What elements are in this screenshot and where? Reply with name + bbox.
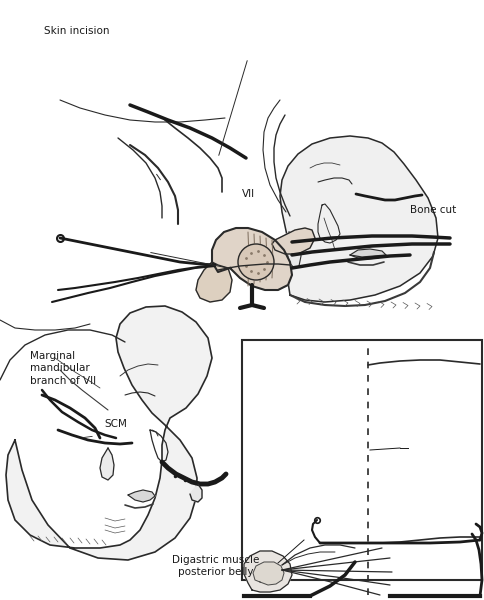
Polygon shape bbox=[196, 262, 231, 302]
Text: Digastric muscle
posterior belly: Digastric muscle posterior belly bbox=[172, 555, 259, 577]
Polygon shape bbox=[253, 562, 284, 585]
Circle shape bbox=[238, 244, 273, 280]
Polygon shape bbox=[349, 249, 385, 259]
Bar bbox=[242, 340, 481, 580]
Text: SCM: SCM bbox=[104, 419, 127, 429]
Polygon shape bbox=[212, 228, 291, 290]
Polygon shape bbox=[272, 228, 314, 254]
Text: Skin incision: Skin incision bbox=[44, 26, 109, 36]
Text: Bone cut: Bone cut bbox=[409, 205, 455, 215]
Polygon shape bbox=[287, 232, 301, 268]
Polygon shape bbox=[190, 484, 201, 502]
Polygon shape bbox=[100, 448, 114, 480]
Polygon shape bbox=[279, 136, 437, 302]
Polygon shape bbox=[243, 551, 291, 592]
Text: Marginal
mandibular
branch of VII: Marginal mandibular branch of VII bbox=[30, 351, 96, 386]
Polygon shape bbox=[6, 306, 212, 560]
Text: VII: VII bbox=[241, 189, 254, 199]
Polygon shape bbox=[128, 490, 155, 502]
